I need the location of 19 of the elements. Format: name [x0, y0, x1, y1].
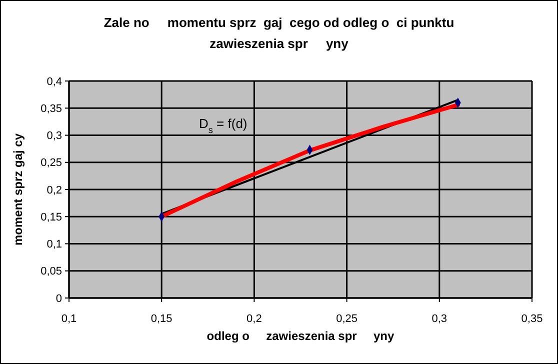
y-tick-label: 0 — [56, 292, 62, 305]
y-tick-label: 0,3 — [46, 130, 62, 142]
annotation: D$_{s}$ = f(d) — [199, 116, 248, 135]
y-tick-label: 0,25 — [40, 157, 62, 170]
y-tick-label: 0,4 — [46, 76, 62, 88]
x-tick-label: 0,25 — [336, 313, 358, 325]
x-axis-title: odleg o zawieszenia spr yny — [206, 329, 395, 343]
x-tick-label: 0,2 — [246, 313, 262, 325]
x-tick-label: 0,3 — [432, 313, 448, 325]
y-tick-label: 0,35 — [40, 102, 62, 115]
y-tick-label: 0,15 — [40, 211, 62, 224]
x-tick-label: 0,15 — [150, 313, 172, 325]
y-tick-label: 0,05 — [40, 266, 62, 278]
chart-title: Zale no momentu sprz gaj cego od odleg o ci punktu zawieszenia spr yny — [104, 15, 454, 51]
y-tick-label: 0,2 — [46, 184, 62, 196]
y-axis-title: moment sprz gaj cy — [11, 133, 25, 246]
x-tick-label: 0,1 — [61, 313, 77, 325]
x-tick-label: 0,35 — [521, 313, 543, 325]
y-tick-label: 0,1 — [46, 238, 62, 251]
